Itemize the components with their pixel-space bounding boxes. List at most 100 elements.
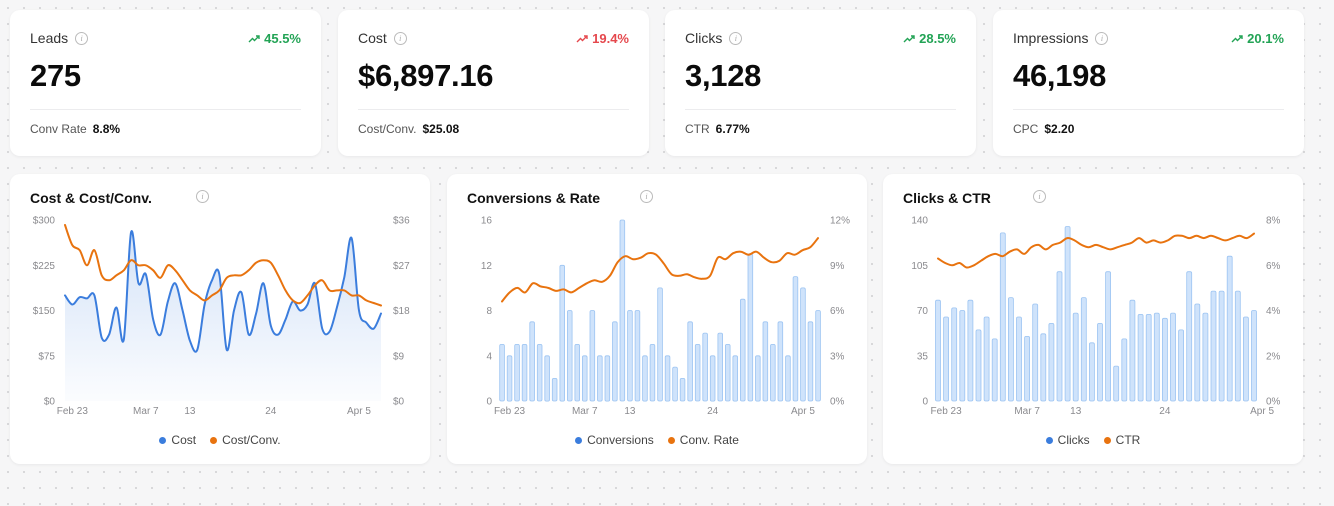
bar xyxy=(1234,290,1241,402)
info-icon[interactable]: i xyxy=(393,31,407,45)
legend-item[interactable]: Conv. Rate xyxy=(667,433,739,447)
info-icon[interactable]: i xyxy=(75,31,89,45)
kpi-delta: 19.4% xyxy=(576,31,629,46)
bar xyxy=(604,355,611,402)
x-tick-label: 24 xyxy=(707,406,719,417)
bar xyxy=(807,321,814,402)
x-tick-label: Mar 7 xyxy=(572,406,598,417)
y-right-tick-label: $18 xyxy=(393,306,410,317)
bar xyxy=(1202,312,1209,402)
x-tick-label: 13 xyxy=(624,406,636,417)
y-left-tick-label: 140 xyxy=(911,216,928,227)
bar xyxy=(1121,338,1128,402)
y-left-tick-label: 105 xyxy=(911,261,928,272)
divider xyxy=(358,109,629,110)
bar-series xyxy=(935,226,1257,402)
kpi-sub: CTR 6.77% xyxy=(685,122,750,136)
bar xyxy=(506,355,513,402)
divider xyxy=(30,109,301,110)
bar xyxy=(1170,312,1176,402)
bar xyxy=(724,343,731,402)
y-right-tick-label: 3% xyxy=(830,351,845,362)
legend-item[interactable]: Clicks xyxy=(1045,433,1090,447)
legend-item[interactable]: Cost xyxy=(159,433,196,447)
x-tick-label: Apr 5 xyxy=(791,406,815,417)
x-tick-label: Mar 7 xyxy=(1014,406,1040,417)
kpi-card-leads: Leads i 45.5% 275 Conv Rate 8.8% xyxy=(10,10,321,156)
bar xyxy=(499,343,505,402)
y-right-tick-label: $27 xyxy=(393,261,410,272)
bar xyxy=(999,232,1006,402)
bar xyxy=(1072,312,1079,402)
chart-legend: Clicks CTR xyxy=(883,433,1303,447)
series-line xyxy=(937,232,1255,269)
bar xyxy=(536,343,543,402)
bar xyxy=(1024,335,1031,402)
kpi-value: 3,128 xyxy=(685,58,762,93)
y-left-tick-label: $0 xyxy=(44,397,56,408)
info-icon[interactable]: i xyxy=(729,31,743,45)
kpi-sub: Conv Rate 8.8% xyxy=(30,122,121,136)
bar xyxy=(581,355,588,402)
info-icon[interactable]: i xyxy=(196,190,209,203)
bar xyxy=(815,310,821,402)
series-line xyxy=(64,224,382,307)
x-tick-label: 24 xyxy=(1159,406,1171,417)
chart-svg: $0 $75 $150 $225 $300 $0 $9 $18 $27 $36 Feb 23 Mar … xyxy=(33,216,410,418)
bar xyxy=(935,299,941,402)
kpi-delta: 20.1% xyxy=(1231,31,1284,46)
y-left-tick-label: 0 xyxy=(486,397,492,408)
legend-item[interactable]: Cost/Conv. xyxy=(210,433,281,447)
bar xyxy=(657,287,663,402)
y-left-tick-label: 0 xyxy=(922,397,928,408)
kpi-label: Cost xyxy=(358,30,387,46)
bar xyxy=(1226,255,1233,402)
bar xyxy=(1032,303,1039,402)
info-icon[interactable]: i xyxy=(1095,31,1109,45)
kpi-sub: CPC $2.20 xyxy=(1013,122,1075,136)
bar xyxy=(551,377,558,402)
kpi-card-impressions: Impressions i 20.1% 46,198 CPC $2.20 xyxy=(993,10,1304,156)
legend-item[interactable]: Conversions xyxy=(575,433,654,447)
bar xyxy=(959,310,966,402)
y-right-tick-label: 6% xyxy=(1266,261,1281,272)
bar xyxy=(574,343,581,402)
x-tick-label: Apr 5 xyxy=(1250,406,1274,417)
bar xyxy=(800,287,806,402)
kpi-value: 46,198 xyxy=(1013,58,1107,93)
kpi-value: $6,897.16 xyxy=(358,58,494,93)
bar xyxy=(1137,313,1144,402)
bar xyxy=(770,343,776,402)
y-left-tick-label: 16 xyxy=(481,216,493,227)
y-left-tick-label: 35 xyxy=(917,351,929,362)
axes: 0 35 70 105 140 0% 2% 4% 6% 8% Feb 23 Mar 7 13 24 Apr … xyxy=(911,216,1280,418)
trend-up-icon xyxy=(1231,34,1243,42)
trend-up-icon xyxy=(248,34,260,42)
y-right-tick-label: 6% xyxy=(830,306,845,317)
x-tick-label: 24 xyxy=(265,406,277,417)
bar xyxy=(1178,329,1185,402)
bar xyxy=(1194,303,1201,402)
bar xyxy=(777,321,784,402)
x-tick-label: Apr 5 xyxy=(347,406,371,417)
y-left-tick-label: $225 xyxy=(33,261,56,272)
y-left-tick-label: 70 xyxy=(917,306,929,317)
series-line xyxy=(64,230,382,353)
y-right-tick-label: 12% xyxy=(830,216,850,227)
bar-series xyxy=(499,219,821,402)
legend-item[interactable]: CTR xyxy=(1103,433,1140,447)
bar xyxy=(732,355,738,402)
bar xyxy=(649,343,656,402)
y-right-tick-label: 2% xyxy=(1266,351,1281,362)
y-left-tick-label: 4 xyxy=(486,351,492,362)
info-icon[interactable]: i xyxy=(640,190,653,203)
info-icon[interactable]: i xyxy=(1033,190,1046,203)
x-tick-label: 13 xyxy=(1070,406,1082,417)
bar xyxy=(619,219,626,402)
bar xyxy=(664,355,671,402)
bar xyxy=(1048,322,1055,402)
bar xyxy=(967,299,974,402)
bar xyxy=(1161,317,1168,402)
bar xyxy=(1129,299,1136,402)
y-left-tick-label: 12 xyxy=(481,261,493,272)
